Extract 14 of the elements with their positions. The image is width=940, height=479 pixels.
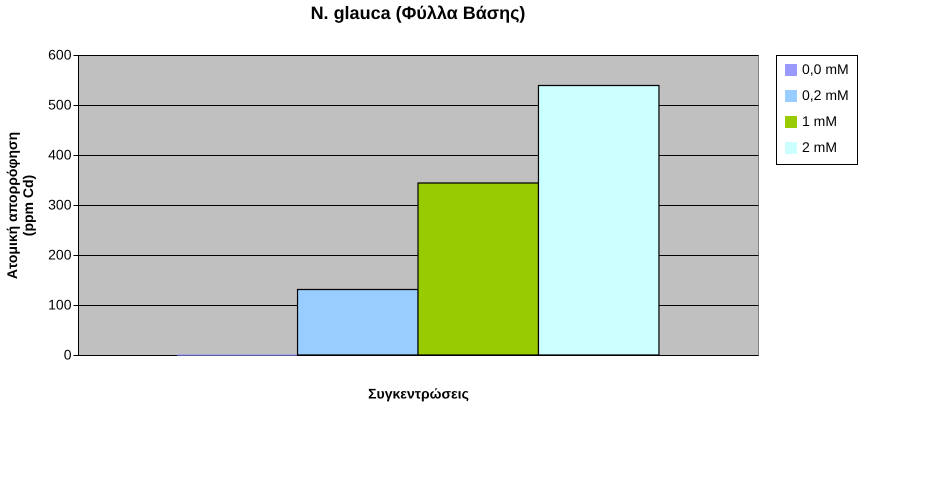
legend-label: 2 mM [802, 139, 837, 155]
y-tick-label: 200 [48, 246, 72, 262]
chart-title: N. glauca (Φύλλα Βάσης) [310, 3, 526, 23]
legend-label: 0,0 mM [802, 61, 849, 77]
y-tick-label: 500 [48, 96, 72, 112]
legend-label: 0,2 mM [802, 87, 849, 103]
y-tick-label: 300 [48, 196, 72, 212]
y-tick-label: 600 [48, 46, 72, 62]
legend-label: 1 mM [802, 113, 837, 129]
y-tick-label: 400 [48, 146, 72, 162]
y-axis-title: Ατομική απορρόφηση (ppm Cd) [4, 132, 36, 280]
y-tick-label: 100 [48, 296, 72, 312]
y-tick-label: 0 [64, 346, 72, 362]
x-axis-title: Συγκεντρώσεις [368, 386, 469, 402]
